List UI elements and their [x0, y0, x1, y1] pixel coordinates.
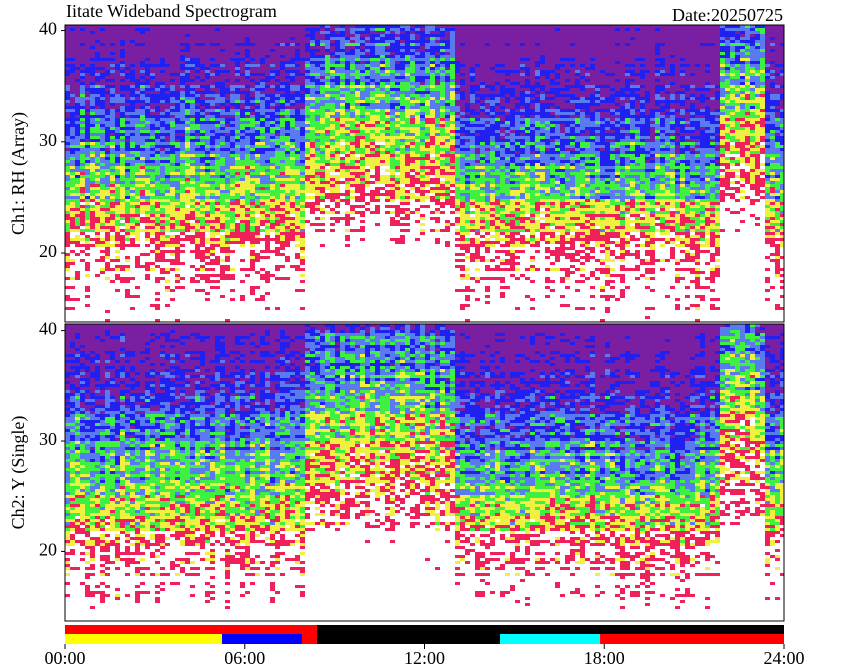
spectrogram-cells — [65, 375, 784, 609]
spectrogram-cells — [65, 339, 784, 597]
status-segment — [316, 625, 784, 634]
spectrogram-cells — [65, 94, 784, 322]
y-tick-label: 30 — [39, 130, 57, 150]
panel-frame — [64, 24, 785, 323]
y-tick-label: 30 — [39, 429, 57, 449]
x-tick-label: 18:00 — [584, 648, 625, 668]
spectrogram-cells — [65, 324, 784, 459]
status-segment — [600, 634, 784, 644]
x-tick-label: 06:00 — [224, 648, 265, 668]
panel-frame — [64, 323, 785, 622]
y-axis-label: Ch1: RH (Array) — [8, 112, 29, 235]
x-tick-label: 24:00 — [763, 648, 804, 668]
chart-title: Iitate Wideband Spectrogram — [66, 1, 277, 21]
status-segment — [65, 625, 317, 634]
status-segment — [65, 634, 222, 644]
y-axis-label: Ch2: Y (Single) — [8, 416, 29, 530]
chart-date: Date:20250725 — [672, 5, 783, 25]
y-tick-label: 40 — [39, 19, 57, 39]
status-segment — [499, 634, 601, 644]
spectrogram-cells — [65, 324, 784, 543]
status-segment — [316, 634, 500, 644]
spectrogram-cells — [65, 25, 784, 232]
x-tick-label: 12:00 — [404, 648, 445, 668]
spectrogram-cells — [65, 324, 784, 495]
spectrogram-cells — [65, 25, 784, 163]
spectrogram-cells — [65, 25, 784, 199]
spectrogram-cells — [65, 324, 784, 525]
spectrogram-cells — [65, 25, 784, 241]
y-tick-label: 40 — [39, 319, 57, 339]
status-segment — [221, 634, 302, 644]
x-tick-label: 00:00 — [44, 648, 85, 668]
spectrogram-cells — [65, 142, 784, 322]
y-tick-label: 20 — [39, 241, 57, 261]
y-tick-label: 20 — [39, 540, 57, 560]
spectrogram-cells — [65, 58, 784, 310]
status-segment — [301, 634, 317, 644]
